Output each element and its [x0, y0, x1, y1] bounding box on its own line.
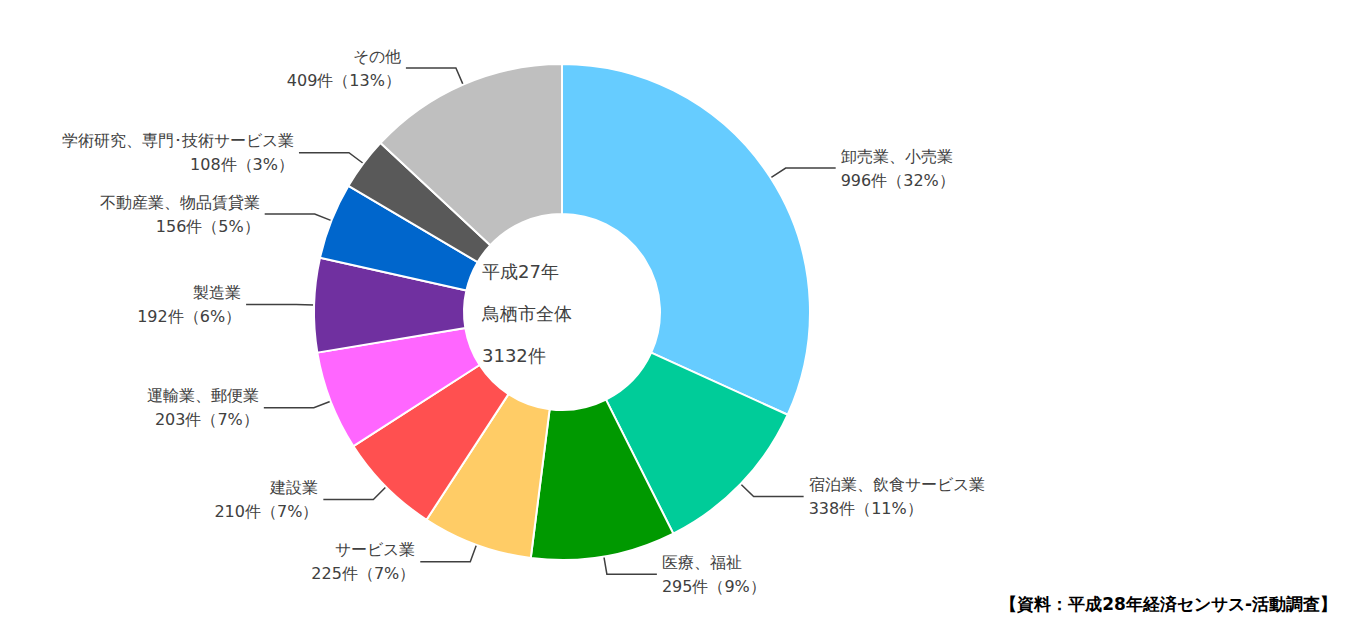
- svg-text:3132件: 3132件: [482, 345, 546, 366]
- svg-text:996件（32%）: 996件（32%）: [841, 171, 955, 190]
- svg-text:295件（9%）: 295件（9%）: [662, 577, 766, 596]
- svg-text:サービス業: サービス業: [335, 540, 415, 559]
- svg-text:建設業: 建設業: [269, 478, 318, 497]
- svg-text:【資料：平成28年経済センサス-活動調査】: 【資料：平成28年経済センサス-活動調査】: [1000, 594, 1337, 614]
- svg-text:学術研究、専門･技術サービス業: 学術研究、専門･技術サービス業: [62, 131, 294, 150]
- svg-text:156件（5%）: 156件（5%）: [156, 217, 260, 236]
- svg-text:宿泊業、飲食サービス業: 宿泊業、飲食サービス業: [809, 475, 985, 494]
- svg-text:225件（7%）: 225件（7%）: [311, 564, 415, 583]
- svg-text:平成27年: 平成27年: [482, 261, 559, 282]
- svg-text:不動産業、物品賃貸業: 不動産業、物品賃貸業: [100, 193, 260, 212]
- svg-text:製造業: 製造業: [193, 283, 241, 302]
- svg-text:338件（11%）: 338件（11%）: [809, 499, 923, 518]
- svg-text:210件（7%）: 210件（7%）: [214, 502, 318, 521]
- svg-text:203件（7%）: 203件（7%）: [155, 410, 259, 429]
- svg-text:その他: その他: [353, 47, 401, 66]
- svg-text:卸売業、小売業: 卸売業、小売業: [841, 147, 953, 166]
- svg-text:運輸業、郵便業: 運輸業、郵便業: [147, 386, 259, 405]
- svg-text:409件（13%）: 409件（13%）: [287, 71, 401, 90]
- svg-text:鳥栖市全体: 鳥栖市全体: [481, 303, 572, 324]
- svg-text:192件（6%）: 192件（6%）: [137, 307, 241, 326]
- svg-text:108件（3%）: 108件（3%）: [190, 155, 294, 174]
- svg-text:医療、福祉: 医療、福祉: [662, 553, 742, 572]
